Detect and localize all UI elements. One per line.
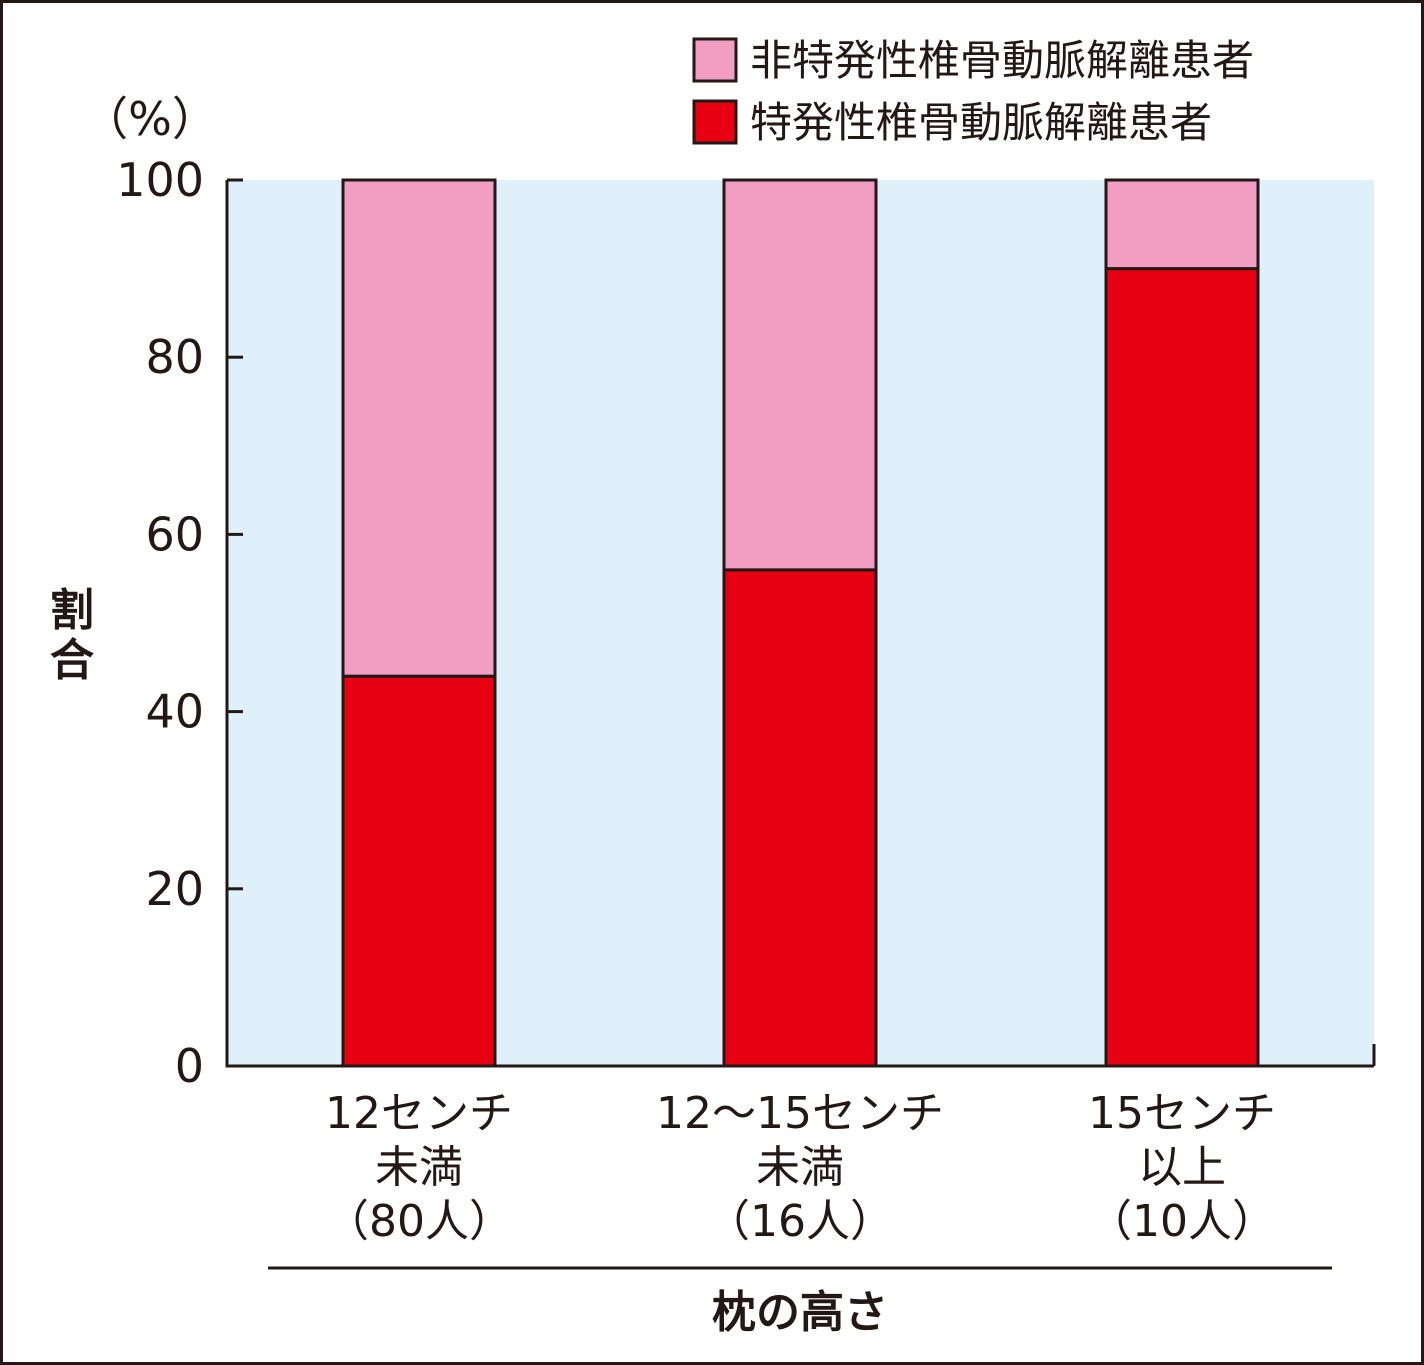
- x-category-label-1-line-3: （80人）: [325, 1196, 513, 1247]
- y-tick-label-20: 20: [145, 862, 204, 916]
- bar-segment-1-series-1: [341, 674, 497, 1068]
- x-category-label-3-line-1: 15センチ: [1088, 1088, 1276, 1139]
- x-category-label-1-line-2: 未満: [375, 1142, 463, 1193]
- y-axis-label-char-1: 割: [50, 585, 94, 636]
- x-axis-title: 枕の高さ: [712, 1287, 888, 1338]
- x-category-label-1-line-1: 12センチ: [325, 1088, 513, 1139]
- y-tick-label-100: 100: [116, 153, 204, 207]
- legend-swatch-1: [692, 37, 738, 83]
- x-category-label-3-line-2: 以上: [1138, 1142, 1226, 1193]
- x-category-label-2-line-3: （16人）: [706, 1196, 894, 1247]
- bar-segment-1-series-2: [341, 178, 497, 678]
- bar-segment-2-series-2: [722, 178, 878, 572]
- y-axis-label-char-2: 合: [50, 635, 94, 686]
- legend-label-2: 特発性椎骨動脈解離患者: [750, 98, 1212, 147]
- legend-label-1: 非特発性椎骨動脈解離患者: [750, 36, 1254, 85]
- x-category-label-3-line-3: （10人）: [1088, 1196, 1276, 1247]
- bar-segment-3-series-2: [1104, 178, 1260, 271]
- y-tick-labels: 0 20 40 60 80 100: [116, 153, 204, 1093]
- bar-segment-2-series-1: [722, 568, 878, 1068]
- legend-swatch-2: [692, 99, 738, 145]
- x-category-label-2-line-2: 未満: [756, 1142, 844, 1193]
- y-tick-label-0: 0: [175, 1039, 204, 1093]
- bars-group: [341, 178, 1260, 1068]
- x-category-label-2-line-1: 12～15センチ: [656, 1088, 944, 1139]
- y-tick-label-40: 40: [145, 685, 204, 739]
- y-axis-unit: （%）: [82, 92, 218, 146]
- y-tick-label-80: 80: [145, 330, 204, 384]
- axes-group: [225, 178, 1376, 1068]
- bar-segment-3-series-1: [1104, 267, 1260, 1068]
- y-tick-label-60: 60: [145, 507, 204, 561]
